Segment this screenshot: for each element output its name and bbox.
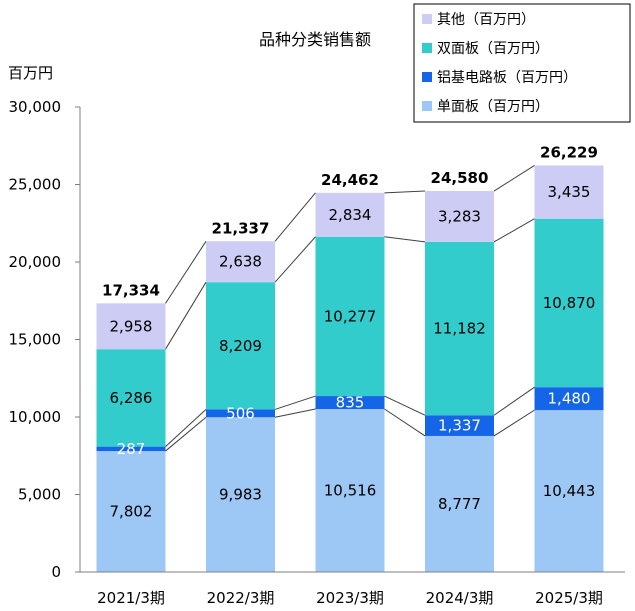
x-tick-label: 2022/3期 (207, 589, 275, 607)
bar-segment (534, 218, 604, 388)
bar-segments (96, 165, 604, 572)
total-value-label: 17,334 (102, 281, 160, 299)
bar-segment (315, 236, 385, 397)
connector-line (165, 416, 207, 452)
y-tick-label: 0 (51, 563, 61, 581)
bar-value-label: 2,958 (110, 317, 153, 335)
bar-value-label: 1,480 (548, 390, 591, 408)
connector-line (274, 408, 316, 418)
connector-line (165, 409, 207, 447)
bar-value-label: 7,802 (110, 503, 153, 521)
segment-labels: 7,802 9,983 10,516 8,777 10,443 287 506 835 1,33… (110, 183, 596, 520)
bar-segment (206, 417, 275, 572)
bar-segment (206, 241, 275, 283)
bar-segment (425, 415, 494, 436)
bar-value-label: 10,443 (543, 482, 596, 500)
connector-line (493, 409, 535, 437)
connector-line (384, 236, 426, 243)
y-tick-label: 15,000 (9, 331, 62, 349)
bar-segment (315, 192, 385, 237)
bar-value-label: 10,870 (543, 294, 596, 312)
x-tick-label: 2023/3期 (316, 589, 384, 607)
bar-value-label: 10,277 (324, 307, 377, 325)
bar-value-label: 287 (117, 440, 146, 458)
x-tick-label: 2021/3期 (97, 589, 165, 607)
connector-lines (165, 165, 535, 452)
legend-swatch (422, 72, 432, 82)
legend-swatch (422, 14, 432, 24)
bar-value-label: 10,516 (324, 482, 377, 500)
bar-segment (315, 409, 385, 572)
bar-segment (96, 451, 166, 572)
total-value-label: 26,229 (540, 143, 598, 161)
bar-value-label: 8,209 (219, 337, 262, 355)
connector-line (384, 395, 426, 416)
total-value-label: 24,580 (431, 169, 489, 187)
legend-label: 其他（百万円） (437, 12, 535, 28)
bar-segment (425, 241, 494, 416)
y-tick-label: 20,000 (9, 253, 62, 271)
bar-segment (206, 282, 275, 410)
total-labels: 17,334 21,337 24,462 24,580 26,229 (102, 143, 598, 299)
bar-value-label: 2,638 (219, 253, 262, 271)
bar-segment (534, 410, 604, 572)
bar-segment (315, 396, 385, 410)
bar-value-label: 8,777 (438, 495, 481, 513)
total-value-label: 21,337 (212, 219, 270, 237)
connector-line (384, 408, 426, 437)
connector-line (493, 165, 535, 192)
legend-label: 单面板（百万円） (437, 99, 549, 115)
connector-line (274, 395, 316, 410)
bar-value-label: 3,283 (438, 207, 481, 225)
bar-value-label: 3,435 (548, 183, 591, 201)
connector-line (384, 190, 426, 194)
y-tick-label: 30,000 (9, 98, 62, 116)
x-tick-label: 2024/3期 (426, 589, 494, 607)
legend-swatch (422, 101, 432, 111)
connector-line (165, 281, 207, 350)
bar-segment (96, 446, 166, 452)
connector-line (493, 386, 535, 416)
y-axis-unit-label: 百万円 (8, 64, 53, 82)
y-tick-label: 5,000 (18, 486, 61, 504)
bar-segment (96, 303, 166, 350)
connector-line (165, 241, 207, 304)
bar-segment (206, 409, 275, 418)
x-axis: 2021/3期 2022/3期 2023/3期 2024/3期 2025/3期 (80, 571, 625, 607)
bar-value-label: 9,983 (219, 486, 262, 504)
connector-line (274, 192, 316, 242)
legend: 其他（百万円） 双面板（百万円） 铝基电路板（百万円） 单面板（百万円） (413, 3, 631, 123)
chart-title: 品种分类销售额 (259, 30, 371, 49)
x-tick-label: 2025/3期 (535, 589, 603, 607)
bar-segment (425, 191, 494, 242)
bar-segment (96, 349, 166, 447)
bar-value-label: 506 (226, 404, 255, 422)
legend-box (413, 3, 631, 123)
y-axis: 0 5,000 10,000 15,000 20,000 25,000 30,000 (9, 98, 81, 581)
legend-label: 铝基电路板（百万円） (437, 69, 577, 86)
bar-segment (534, 165, 604, 219)
bar-segment (425, 435, 494, 572)
bar-segment (534, 387, 604, 411)
bar-value-label: 1,337 (438, 417, 481, 435)
bar-value-label: 835 (336, 394, 365, 412)
connector-line (274, 236, 316, 283)
total-value-label: 24,462 (321, 171, 379, 189)
y-tick-label: 25,000 (9, 176, 62, 194)
bar-value-label: 6,286 (110, 389, 153, 407)
bar-value-label: 11,182 (433, 320, 486, 338)
bar-value-label: 2,834 (329, 206, 372, 224)
connector-line (493, 218, 535, 243)
legend-swatch (422, 43, 432, 53)
legend-label: 双面板（百万円） (437, 41, 549, 57)
y-tick-label: 10,000 (9, 408, 62, 426)
